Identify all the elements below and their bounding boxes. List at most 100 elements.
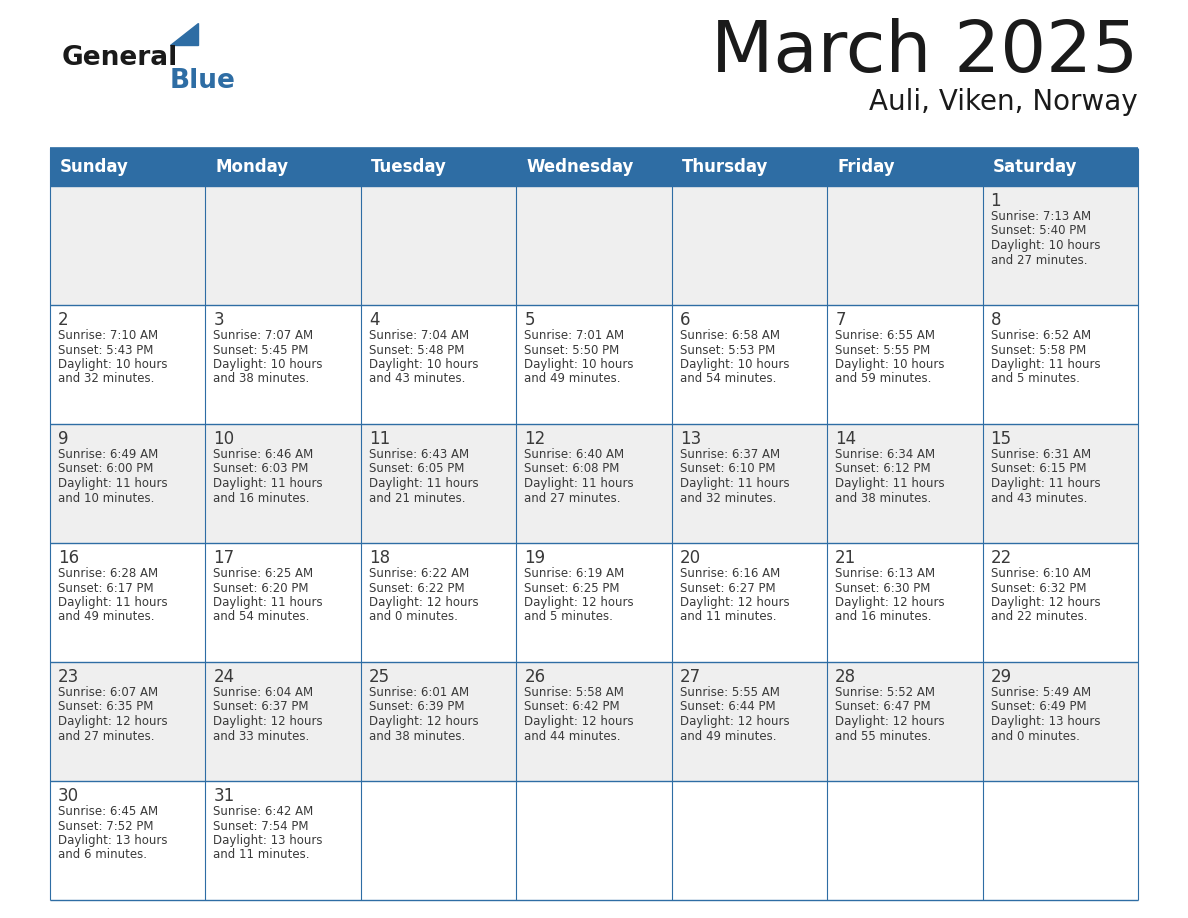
Text: Sunrise: 6:58 AM: Sunrise: 6:58 AM — [680, 329, 779, 342]
Text: and 44 minutes.: and 44 minutes. — [524, 730, 621, 743]
Text: 2: 2 — [58, 311, 69, 329]
Text: 1: 1 — [991, 192, 1001, 210]
Bar — [361, 662, 517, 781]
Text: and 5 minutes.: and 5 minutes. — [524, 610, 613, 623]
Text: Sunset: 6:30 PM: Sunset: 6:30 PM — [835, 581, 930, 595]
Bar — [206, 424, 361, 543]
Bar — [517, 424, 671, 543]
Text: Daylight: 11 hours: Daylight: 11 hours — [58, 477, 168, 490]
Bar — [827, 543, 982, 662]
Text: Sunset: 5:45 PM: Sunset: 5:45 PM — [214, 343, 309, 356]
Bar — [50, 424, 206, 543]
Text: Daylight: 11 hours: Daylight: 11 hours — [524, 477, 634, 490]
Text: Sunrise: 6:01 AM: Sunrise: 6:01 AM — [368, 686, 469, 699]
Bar — [206, 305, 361, 424]
Text: Sunset: 6:20 PM: Sunset: 6:20 PM — [214, 581, 309, 595]
Bar — [517, 148, 671, 186]
Bar — [982, 424, 1138, 543]
Text: Sunset: 6:37 PM: Sunset: 6:37 PM — [214, 700, 309, 713]
Text: 14: 14 — [835, 430, 857, 448]
Text: March 2025: March 2025 — [710, 18, 1138, 87]
Text: Daylight: 10 hours: Daylight: 10 hours — [991, 239, 1100, 252]
Bar — [50, 662, 206, 781]
Text: 4: 4 — [368, 311, 379, 329]
Text: Daylight: 11 hours: Daylight: 11 hours — [58, 596, 168, 609]
Text: Sunset: 6:15 PM: Sunset: 6:15 PM — [991, 463, 1086, 476]
Text: Daylight: 11 hours: Daylight: 11 hours — [368, 477, 479, 490]
Text: 23: 23 — [58, 668, 80, 686]
Text: Monday: Monday — [215, 158, 289, 176]
Bar — [982, 305, 1138, 424]
Text: Daylight: 11 hours: Daylight: 11 hours — [991, 477, 1100, 490]
Bar — [361, 781, 517, 900]
Text: Daylight: 12 hours: Daylight: 12 hours — [680, 715, 789, 728]
Text: Sunset: 7:52 PM: Sunset: 7:52 PM — [58, 820, 153, 833]
Text: Sunrise: 6:43 AM: Sunrise: 6:43 AM — [368, 448, 469, 461]
Text: Sunset: 6:08 PM: Sunset: 6:08 PM — [524, 463, 620, 476]
Text: Sunrise: 6:04 AM: Sunrise: 6:04 AM — [214, 686, 314, 699]
Text: Sunrise: 6:22 AM: Sunrise: 6:22 AM — [368, 567, 469, 580]
Text: 15: 15 — [991, 430, 1012, 448]
Text: Daylight: 10 hours: Daylight: 10 hours — [58, 358, 168, 371]
Text: Daylight: 12 hours: Daylight: 12 hours — [991, 596, 1100, 609]
Text: Sunrise: 6:52 AM: Sunrise: 6:52 AM — [991, 329, 1091, 342]
Text: Friday: Friday — [838, 158, 895, 176]
Text: Sunset: 6:22 PM: Sunset: 6:22 PM — [368, 581, 465, 595]
Bar — [827, 424, 982, 543]
Bar — [671, 148, 827, 186]
Text: Sunset: 6:17 PM: Sunset: 6:17 PM — [58, 581, 153, 595]
Text: Thursday: Thursday — [682, 158, 769, 176]
Text: Daylight: 12 hours: Daylight: 12 hours — [214, 715, 323, 728]
Bar — [982, 781, 1138, 900]
Text: and 0 minutes.: and 0 minutes. — [991, 730, 1080, 743]
Bar — [517, 781, 671, 900]
Bar — [671, 543, 827, 662]
Bar — [827, 186, 982, 305]
Text: Daylight: 10 hours: Daylight: 10 hours — [214, 358, 323, 371]
Text: Daylight: 12 hours: Daylight: 12 hours — [524, 596, 634, 609]
Text: Sunset: 5:48 PM: Sunset: 5:48 PM — [368, 343, 465, 356]
Bar — [671, 662, 827, 781]
Text: 25: 25 — [368, 668, 390, 686]
Text: Wednesday: Wednesday — [526, 158, 633, 176]
Text: 17: 17 — [214, 549, 234, 567]
Text: Sunset: 6:05 PM: Sunset: 6:05 PM — [368, 463, 465, 476]
Bar — [361, 148, 517, 186]
Text: and 6 minutes.: and 6 minutes. — [58, 848, 147, 861]
Text: Sunrise: 6:31 AM: Sunrise: 6:31 AM — [991, 448, 1091, 461]
Text: and 38 minutes.: and 38 minutes. — [368, 730, 466, 743]
Bar — [50, 305, 206, 424]
Text: Auli, Viken, Norway: Auli, Viken, Norway — [870, 88, 1138, 116]
Text: 19: 19 — [524, 549, 545, 567]
Text: 28: 28 — [835, 668, 857, 686]
Text: and 32 minutes.: and 32 minutes. — [58, 373, 154, 386]
Text: Daylight: 12 hours: Daylight: 12 hours — [835, 715, 944, 728]
Text: Sunrise: 6:07 AM: Sunrise: 6:07 AM — [58, 686, 158, 699]
Text: Sunrise: 6:45 AM: Sunrise: 6:45 AM — [58, 805, 158, 818]
Text: and 59 minutes.: and 59 minutes. — [835, 373, 931, 386]
Bar — [517, 543, 671, 662]
Text: Sunset: 6:00 PM: Sunset: 6:00 PM — [58, 463, 153, 476]
Text: Sunset: 6:42 PM: Sunset: 6:42 PM — [524, 700, 620, 713]
Text: 9: 9 — [58, 430, 69, 448]
Text: Daylight: 10 hours: Daylight: 10 hours — [524, 358, 633, 371]
Text: Sunrise: 6:13 AM: Sunrise: 6:13 AM — [835, 567, 935, 580]
Text: and 27 minutes.: and 27 minutes. — [524, 491, 621, 505]
Text: and 27 minutes.: and 27 minutes. — [58, 730, 154, 743]
Text: Sunrise: 5:55 AM: Sunrise: 5:55 AM — [680, 686, 779, 699]
Text: Sunset: 5:50 PM: Sunset: 5:50 PM — [524, 343, 619, 356]
Text: Sunset: 6:32 PM: Sunset: 6:32 PM — [991, 581, 1086, 595]
Bar — [982, 662, 1138, 781]
Text: Daylight: 11 hours: Daylight: 11 hours — [214, 477, 323, 490]
Text: 11: 11 — [368, 430, 390, 448]
Bar — [206, 543, 361, 662]
Text: Sunrise: 7:10 AM: Sunrise: 7:10 AM — [58, 329, 158, 342]
Text: and 22 minutes.: and 22 minutes. — [991, 610, 1087, 623]
Text: 29: 29 — [991, 668, 1012, 686]
Text: Sunrise: 6:42 AM: Sunrise: 6:42 AM — [214, 805, 314, 818]
Text: Sunrise: 5:58 AM: Sunrise: 5:58 AM — [524, 686, 624, 699]
Text: Blue: Blue — [170, 68, 236, 94]
Text: Sunset: 5:40 PM: Sunset: 5:40 PM — [991, 225, 1086, 238]
Text: and 38 minutes.: and 38 minutes. — [835, 491, 931, 505]
Text: Sunrise: 6:10 AM: Sunrise: 6:10 AM — [991, 567, 1091, 580]
